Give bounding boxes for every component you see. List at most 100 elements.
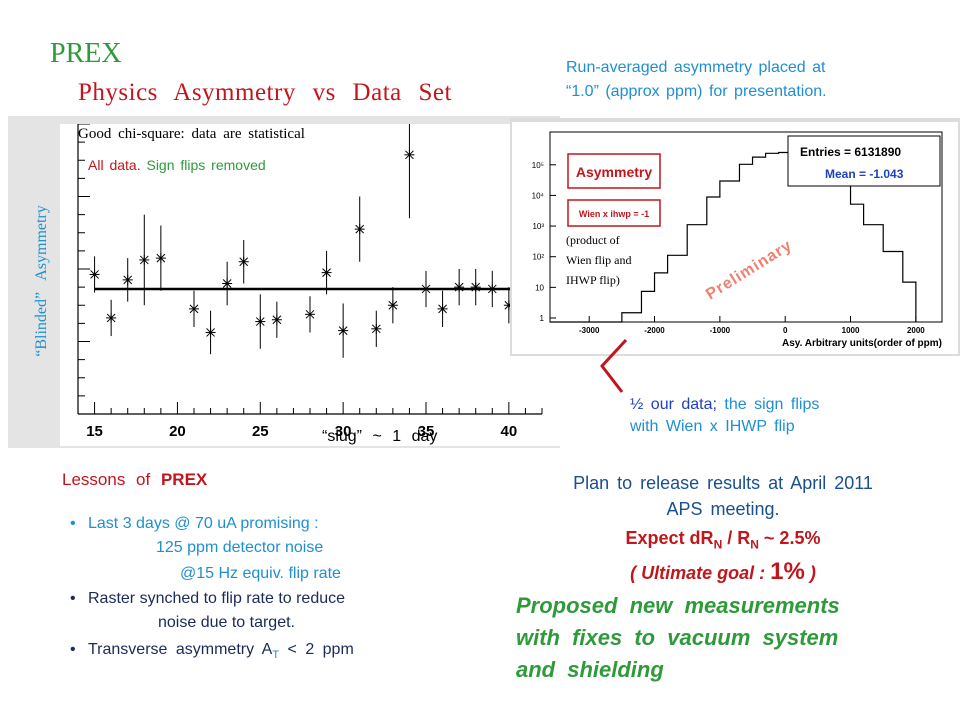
ultimate-c: ) (804, 563, 816, 583)
proposed-line2: with fixes to vacuum system (516, 625, 839, 650)
hist-subtitle-frame (567, 199, 661, 227)
data-point (189, 290, 199, 327)
lessons-heading-b: PREX (160, 470, 208, 489)
x-tick-label: 40 (501, 423, 518, 440)
slide-subtitle: Physics Asymmetry vs Data Set (78, 79, 452, 106)
x-tick-label: 25 (252, 423, 269, 440)
data-point (255, 294, 266, 349)
pointer-arrow (600, 338, 628, 393)
ultimate-b: 1% (770, 558, 805, 585)
run-average-caption-line1: Run-averaged asymmetry placed at (566, 59, 826, 76)
bullet-item: • Last 3 days @ 70 uA promising : (70, 515, 319, 532)
hist-xlabel: Asy. Arbitrary units(order of ppm) (782, 338, 942, 349)
bullet-text-end: < 2 ppm (279, 641, 354, 658)
proposed-line3: and shielding (516, 657, 664, 682)
expect-sub2: N (750, 537, 759, 552)
mean-label: Mean = -1.043 (825, 167, 904, 181)
hist-curve (550, 151, 917, 323)
slide-title: PREX (50, 38, 122, 69)
pointer-arrow-line (600, 338, 628, 393)
half-data-note-c: with Wien x IHWP flip (630, 418, 795, 435)
bullet-text: Raster synched to flip rate to reduce (88, 590, 346, 607)
bullet-continuation: noise due to target. (158, 614, 295, 631)
data-point (470, 269, 481, 306)
half-data-note-b: the sign flips (716, 396, 820, 413)
data-point (139, 214, 150, 306)
half-data-note: ½ our data; the sign flips with Wien x I… (630, 394, 819, 438)
hist-x-tick-label: -2000 (644, 326, 665, 335)
stats-box-frame (787, 135, 941, 187)
proposed-line1: Proposed new measurements (516, 593, 840, 618)
hist-y-tick-label: 10⁴ (532, 191, 545, 200)
plan-line2: APS meeting. (666, 499, 780, 519)
product-note-line: (product of (566, 233, 620, 247)
x-tick-label: 20 (169, 423, 186, 440)
data-point (155, 225, 166, 291)
product-note-line: Wien flip and (566, 253, 632, 267)
data-point (338, 303, 349, 358)
data-point (238, 240, 249, 284)
right-plot-svg: 1 10 10² 10³ 10⁴ 10⁵ -3000 -2000 -1000 0 1000 2000 A… (512, 122, 958, 354)
hist-subtitle: Wien x ihwp = -1 (579, 209, 649, 219)
bullet-subscript: T (272, 649, 280, 662)
half-data-note-a: ½ our data; (630, 396, 717, 413)
left-plot-xlabel: “slug” ~ 1 day (322, 428, 438, 445)
hist-frame (549, 131, 943, 323)
hist-y-tick-label: 10³ (532, 222, 544, 231)
data-point (222, 261, 233, 306)
data-point (487, 270, 498, 308)
hist-x-tick-label: 2000 (907, 326, 925, 335)
x-tick-label: 35 (418, 423, 435, 440)
chi-square-note: Good chi-square: data are statistical (78, 126, 305, 142)
hist-x-tick-label: -3000 (579, 326, 600, 335)
expect-sub1: N (713, 537, 723, 552)
data-point (421, 270, 431, 308)
data-point (437, 290, 448, 327)
hist-title: Asymmetry (576, 164, 652, 180)
hist-y-tick-label: 1 (540, 314, 545, 323)
data-point (354, 196, 365, 262)
bullet-continuation: @15 Hz equiv. flip rate (180, 565, 341, 582)
hist-y-tick-label: 10² (532, 253, 544, 262)
bullet-text: Last 3 days @ 70 uA promising : (88, 515, 319, 532)
hist-x-tick-label: -1000 (710, 326, 731, 335)
proposed-text: Proposed new measurements with fixes to … (516, 590, 936, 686)
hist-title-frame (567, 153, 661, 189)
data-point (321, 250, 332, 295)
expect-c: ~ 2.5% (758, 528, 821, 548)
entries-label: Entries = 6131890 (800, 145, 901, 159)
data-point (89, 256, 100, 293)
data-point (271, 301, 282, 338)
data-point (387, 287, 398, 324)
bullet-text: Transverse asymmetry A (88, 641, 273, 658)
data-point (205, 310, 216, 355)
lessons-heading: Lessons of PREX (62, 470, 207, 490)
lessons-heading-a: Lessons of (62, 470, 151, 489)
hist-y-tick-label: 10 (535, 283, 544, 292)
data-point (122, 258, 133, 302)
product-note-line: IHWP flip) (566, 273, 620, 287)
all-data-note-b: Sign flips removed (146, 157, 266, 173)
bullet-continuation: 125 ppm detector noise (156, 539, 324, 556)
data-point (371, 310, 382, 347)
all-data-note-a: All data. (88, 157, 141, 173)
data-point (106, 299, 117, 337)
stats-box: Entries = 6131890 Mean = -1.043 (787, 135, 941, 187)
data-point (305, 296, 315, 333)
right-plot-panel: 1 10 10² 10³ 10⁴ 10⁵ -3000 -2000 -1000 0 1000 2000 A… (510, 118, 960, 356)
bullet-item: • Transverse asymmetry AT < 2 ppm (70, 641, 354, 662)
hist-x-tick-label: 0 (783, 326, 788, 335)
expect-b: / R (722, 528, 751, 548)
hist-y-tick-label: 10⁵ (532, 161, 544, 170)
expect-a: Expect dR (625, 528, 714, 548)
x-tick-label: 15 (86, 423, 103, 440)
ultimate-a: ( Ultimate goal : (630, 563, 771, 583)
hist-title-box: Asymmetry Wien x ihwp = -1 (567, 153, 661, 227)
run-average-caption: Run-averaged asymmetry placed at “1.0” (… (566, 56, 827, 104)
left-plot-ylabel: “Blinded” Asymmetry (33, 205, 50, 357)
plan-line1: Plan to release results at April 2011 (573, 473, 873, 493)
all-data-note: All data. Sign flips removed (88, 157, 266, 173)
hist-x-tick-label: 1000 (842, 326, 860, 335)
bullet-item: • Raster synched to flip rate to reduce (70, 590, 346, 607)
data-point (454, 269, 465, 306)
